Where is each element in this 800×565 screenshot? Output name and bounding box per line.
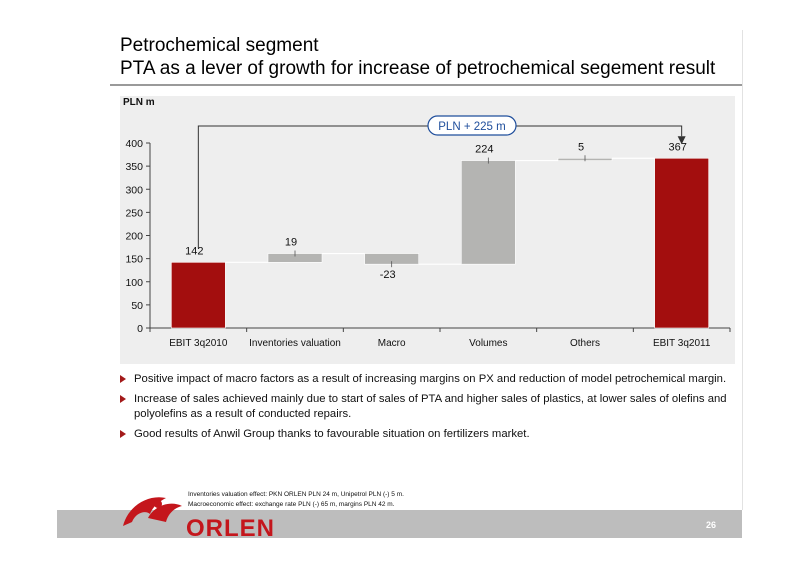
y-tick-label: 300 — [125, 184, 143, 196]
unit-label: PLN m — [123, 97, 155, 108]
x-tick-label: Others — [570, 338, 600, 349]
x-tick-label: EBIT 3q2010 — [169, 338, 228, 349]
bullet-text: Good results of Anwil Group thanks to fa… — [134, 427, 530, 440]
annotation-pill — [427, 115, 517, 136]
footnotes: Inventories valuation effect: PKN ORLEN … — [188, 490, 404, 510]
footnote: Macroeconomic effect: exchange rate PLN … — [188, 501, 395, 508]
bullet-item: Positive impact of macro factors as a re… — [118, 372, 738, 388]
y-tick-label: 100 — [125, 277, 143, 289]
growth-arrow-icon — [677, 136, 686, 145]
chart-panel: PLN m 0 50 100 150 200 250 300 350 400 142 EBIT 3q2… — [120, 96, 735, 364]
x-tick-label: Volumes — [469, 338, 507, 349]
x-tick-label: Macro — [378, 338, 406, 349]
bullet-list: Positive impact of macro factors as a re… — [118, 372, 738, 446]
y-tick-label: 400 — [125, 138, 143, 150]
bullet-text: Increase of sales achieved mainly due to… — [134, 392, 727, 421]
footer-band — [57, 510, 742, 538]
bar — [461, 160, 516, 265]
y-tick-label: 0 — [137, 323, 143, 335]
bullet-item: Good results of Anwil Group thanks to fa… — [118, 427, 738, 443]
bullet-item: Increase of sales achieved mainly due to… — [118, 392, 738, 423]
slide-title: Petrochemical segment PTA as a lever of … — [120, 34, 715, 80]
x-tick-label: Inventories valuation — [249, 338, 341, 349]
y-tick-label: 250 — [125, 207, 143, 219]
title-line-2: PTA as a lever of growth for increase of… — [120, 58, 716, 79]
title-underline — [110, 84, 742, 86]
title-line-1: Petrochemical segment — [120, 35, 319, 56]
x-tick-label: EBIT 3q2011 — [653, 338, 711, 349]
y-tick-label: 200 — [125, 231, 143, 243]
data-label: -23 — [380, 269, 396, 281]
bullet-text: Positive impact of macro factors as a re… — [134, 373, 727, 385]
footnote: Inventories valuation effect: PKN ORLEN … — [188, 491, 404, 498]
y-tick-label: 50 — [131, 300, 143, 312]
growth-bracket — [197, 125, 683, 249]
bullet-arrow-icon — [120, 394, 126, 403]
bullet-arrow-icon — [120, 429, 126, 438]
data-label: 224 — [475, 144, 493, 156]
annotation-text: PLN + 225 m — [438, 121, 505, 133]
data-label: 142 — [185, 245, 203, 257]
data-label: 367 — [668, 141, 686, 153]
data-label: 5 — [578, 141, 584, 153]
y-tick-label: 150 — [125, 254, 143, 266]
y-tick-label: 350 — [125, 161, 143, 173]
orlen-logo: ORLEN — [123, 497, 275, 542]
bar — [171, 262, 226, 329]
right-divider — [742, 30, 743, 510]
bullet-arrow-icon — [120, 375, 126, 383]
page-number: 26 — [706, 520, 717, 530]
orlen-wordmark: ORLEN — [186, 515, 275, 542]
bar — [654, 157, 709, 329]
data-label: 19 — [285, 237, 297, 249]
waterfall-chart: PLN m 0 50 100 150 200 250 300 350 400 142 EBIT 3q2… — [123, 97, 731, 349]
orlen-eagle-icon — [123, 497, 182, 526]
